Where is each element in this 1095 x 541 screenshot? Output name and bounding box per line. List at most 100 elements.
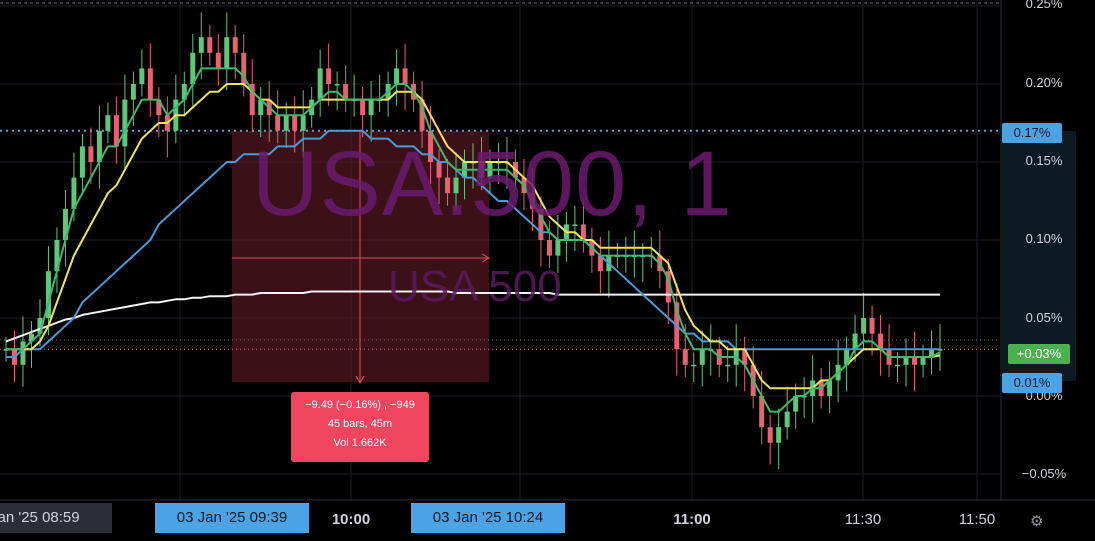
y-tick-label: 0.15%	[1025, 153, 1063, 168]
candle-body	[130, 84, 136, 100]
candle-body	[920, 357, 926, 365]
candle-body	[929, 349, 935, 357]
candle-body	[96, 130, 102, 162]
candle-body	[419, 99, 425, 131]
y-tick-label: 0.25%	[1025, 0, 1063, 11]
measurement-volume: Vol 1.662K	[333, 437, 387, 449]
candle-body	[156, 99, 162, 116]
ema-slow-line	[6, 129, 940, 358]
ma-long-line	[5, 290, 940, 343]
candle-body	[334, 84, 340, 86]
candle-body	[88, 146, 94, 162]
candle-body	[283, 115, 289, 131]
candle-body	[538, 208, 544, 240]
ema-fast-line	[6, 67, 941, 413]
candle-body	[555, 240, 561, 256]
candle-body	[275, 115, 281, 131]
x-range-start-label: Jan '25 08:59	[0, 503, 112, 533]
candle-body	[580, 224, 586, 240]
candle-body	[79, 146, 85, 178]
candle-body	[844, 349, 850, 365]
measurement-bars: 45 bars, 45m	[327, 418, 393, 430]
candle-body	[241, 52, 247, 84]
candle-body	[317, 68, 323, 100]
candle-body	[54, 240, 60, 272]
x-tick-label: 11:00	[673, 511, 711, 528]
candle-body	[249, 84, 255, 116]
ema-mid-line	[6, 83, 941, 390]
candle-body	[190, 52, 196, 84]
candle-body	[122, 99, 128, 147]
candle-body	[215, 52, 221, 69]
settings-gear-icon[interactable]: ⚙	[1030, 513, 1044, 530]
candle-body	[793, 396, 799, 412]
candle-body	[292, 115, 298, 131]
measurement-change: −9.49 (−0.16%) , −949	[305, 399, 415, 411]
measure-h-arrowhead	[481, 253, 491, 263]
candle-body	[45, 271, 51, 318]
candle-body	[300, 115, 306, 131]
candle-body	[105, 115, 111, 131]
candle-body	[827, 380, 833, 396]
x-range-to-label: 03 Jan '25 10:24	[411, 503, 565, 533]
candle-body	[343, 84, 349, 100]
candle-body	[682, 349, 688, 365]
candle-body	[71, 177, 77, 209]
candle-body	[912, 357, 918, 365]
candle-body	[546, 240, 552, 256]
candle-body	[597, 255, 603, 272]
candle-body	[62, 208, 68, 240]
candle-body	[368, 99, 374, 116]
candle-body	[725, 364, 731, 367]
watermark-symbol: USA.500, 1	[252, 133, 733, 235]
candle-body	[428, 130, 434, 162]
candle-body	[878, 333, 884, 350]
candle-body	[861, 318, 867, 334]
candle-body	[258, 99, 264, 116]
range-badge: 0.01%	[1002, 373, 1062, 393]
y-tick-label: 0.20%	[1025, 75, 1063, 90]
candle-body	[691, 364, 697, 367]
candle-body	[445, 177, 451, 194]
candle-body	[207, 37, 213, 53]
candle-body	[147, 68, 153, 100]
candle-body	[665, 271, 671, 303]
candle-body	[767, 427, 773, 443]
measure-v-arrowhead	[355, 375, 365, 385]
y-tick-label: 0.05%	[1025, 310, 1063, 325]
candle-body	[572, 224, 578, 226]
candle-body	[181, 84, 187, 100]
candle-body	[869, 318, 875, 334]
candle-body	[232, 37, 238, 53]
x-tick-label: 11:30	[844, 511, 882, 528]
axis-highlight	[1002, 131, 1076, 381]
candle-body	[852, 333, 858, 350]
measurement-tooltip: −9.49 (−0.16%) , −949 45 bars, 45m Vol 1…	[291, 392, 429, 462]
candle-body	[895, 364, 901, 367]
candle-body	[759, 396, 765, 428]
price-line-badge: 0.17%	[1002, 123, 1062, 143]
candle-body	[360, 99, 366, 116]
y-tick-label: −0.05%	[1021, 466, 1067, 481]
candle-body	[198, 37, 204, 53]
y-tick-label: 0.10%	[1025, 231, 1063, 246]
candle-body	[20, 341, 26, 365]
candle-body	[113, 115, 119, 147]
candle-body	[742, 349, 748, 365]
x-range-start-text: Jan '25 08:59	[0, 509, 80, 526]
x-tick-label: 11:50	[958, 511, 996, 528]
candle-body	[402, 68, 408, 84]
candle-body	[453, 177, 459, 194]
watermark-symbol-sub: USA 500	[388, 262, 562, 311]
candle-body	[776, 427, 782, 443]
candle-body	[28, 333, 34, 342]
candle-body	[436, 162, 442, 178]
candle-body	[903, 357, 909, 365]
candle-body	[784, 411, 790, 428]
candle-body	[699, 349, 705, 365]
x-range-from-label: 03 Jan '25 09:39	[155, 503, 309, 533]
candle-body	[37, 318, 43, 334]
current-price-badge: +0.03%	[1008, 344, 1070, 364]
candle-body	[326, 68, 332, 84]
